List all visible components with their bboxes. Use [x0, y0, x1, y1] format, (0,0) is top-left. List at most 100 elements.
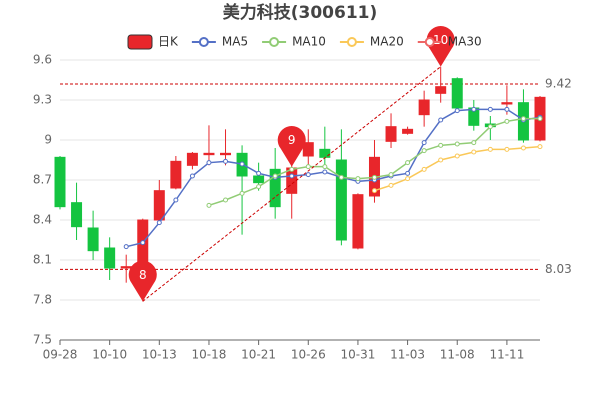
ma-point — [487, 106, 493, 112]
x-tick-label: 11-03 — [390, 348, 425, 362]
ma-point — [223, 158, 229, 164]
ma-point — [322, 169, 328, 175]
pin-label: 10 — [433, 33, 448, 47]
x-tick-label: 09-28 — [43, 348, 78, 362]
ma-point — [438, 117, 444, 123]
pin-label: 8 — [139, 268, 147, 282]
pin-marker — [426, 26, 455, 67]
candle-body — [203, 152, 215, 156]
ma-point — [305, 172, 311, 178]
y-tick-label: 8.4 — [33, 213, 52, 227]
chart-title: 美力科技(300611) — [223, 2, 378, 23]
ma-point — [504, 146, 510, 152]
ma-point — [371, 188, 377, 194]
ma-point — [322, 164, 328, 170]
x-tick-label: 10-13 — [142, 348, 177, 362]
ma-point — [256, 170, 262, 176]
candle-body — [352, 194, 364, 249]
pin-marker — [277, 126, 306, 167]
candle-body — [186, 152, 198, 166]
pin-connector — [142, 66, 441, 302]
ma-point — [289, 166, 295, 172]
legend-swatch[interactable] — [127, 34, 153, 50]
ma-point — [289, 173, 295, 179]
ma-point — [239, 190, 245, 196]
ref-label: 8.03 — [545, 262, 572, 276]
pin-label: 9 — [288, 133, 296, 147]
candle-body — [418, 99, 430, 116]
ma-point — [504, 106, 510, 112]
legend-label[interactable]: MA5 — [222, 35, 248, 49]
candle-body — [435, 86, 447, 94]
ma-point — [388, 172, 394, 178]
ma-point — [371, 174, 377, 180]
y-tick-label: 8.7 — [33, 173, 52, 187]
x-tick-label: 10-26 — [291, 348, 326, 362]
candle-body — [120, 266, 132, 269]
ma-point — [421, 140, 427, 146]
candle-body — [71, 202, 83, 228]
ma-point — [471, 140, 477, 146]
ma-point — [405, 176, 411, 182]
ma-point — [140, 240, 146, 246]
ma-point — [206, 160, 212, 166]
candle-body — [220, 152, 232, 156]
candle-body — [269, 168, 281, 208]
pin-marker — [128, 260, 157, 302]
ref-label: 9.42 — [545, 77, 572, 91]
ma-point — [355, 176, 361, 182]
candle-body — [385, 126, 397, 142]
ma-point — [504, 118, 510, 124]
legend-swatch[interactable] — [424, 37, 435, 47]
x-tick-label: 10-21 — [241, 348, 276, 362]
ma-point — [421, 148, 427, 154]
ma-point — [239, 161, 245, 167]
y-tick-label: 8.1 — [33, 253, 52, 267]
ma-point — [206, 202, 212, 208]
ma-point — [123, 244, 129, 250]
ma-point — [438, 142, 444, 148]
ma-point — [454, 141, 460, 147]
y-tick-label: 9.6 — [33, 53, 52, 67]
ma-point — [305, 164, 311, 170]
candle-body — [402, 128, 414, 134]
legend-label[interactable]: MA30 — [448, 35, 482, 49]
ma-point — [338, 174, 344, 180]
ma-point — [537, 116, 543, 122]
x-tick-label: 10-10 — [92, 348, 127, 362]
candle-body — [54, 156, 66, 208]
ma-point — [520, 116, 526, 122]
legend-label[interactable]: 日K — [158, 35, 179, 49]
candle-body — [302, 142, 314, 157]
candle-body — [501, 102, 513, 105]
ma-point — [520, 145, 526, 151]
candle-body — [170, 160, 182, 189]
candle-body — [104, 247, 116, 269]
ma-point — [471, 106, 477, 112]
ma-point — [487, 146, 493, 152]
y-tick-label: 9 — [44, 133, 52, 147]
ma-line — [126, 108, 541, 248]
candle-body — [335, 159, 347, 241]
legend-swatch[interactable] — [269, 37, 280, 47]
x-tick-label: 11-08 — [440, 348, 475, 362]
ma-point — [454, 108, 460, 114]
y-tick-label: 7.5 — [33, 333, 52, 347]
ma-point — [223, 197, 229, 203]
x-tick-label: 10-18 — [192, 348, 227, 362]
ma-point — [454, 153, 460, 159]
candle-body — [153, 190, 165, 221]
x-tick-label: 11-11 — [489, 348, 524, 362]
legend-label[interactable]: MA20 — [370, 35, 404, 49]
y-tick-label: 7.8 — [33, 293, 52, 307]
ma-point — [471, 149, 477, 155]
ma-point — [173, 197, 179, 203]
legend-swatch[interactable] — [346, 37, 357, 47]
legend-label[interactable]: MA10 — [292, 35, 326, 49]
legend-swatch[interactable] — [198, 37, 209, 47]
ma-point — [487, 124, 493, 130]
candle-body — [253, 175, 265, 184]
ma-point — [537, 144, 543, 150]
ma-point — [256, 184, 262, 190]
